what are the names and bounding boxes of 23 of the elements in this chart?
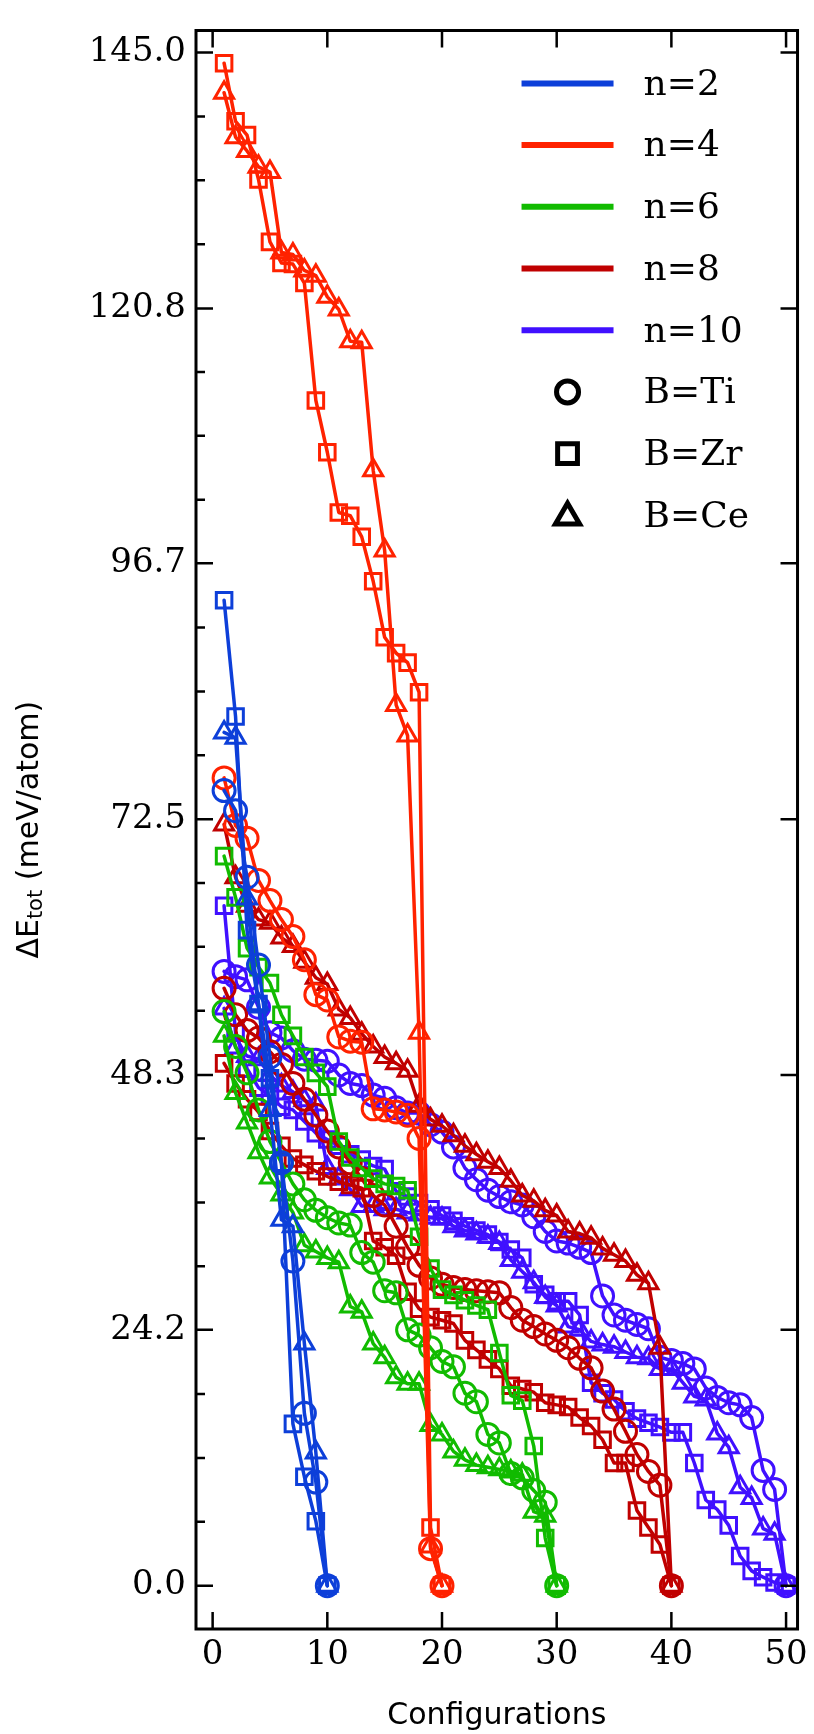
legend-label: B=Ce — [643, 493, 749, 535]
y-tick-label: 24.2 — [110, 1306, 186, 1347]
legend-label: B=Zr — [643, 431, 744, 473]
legend-label: B=Ti — [643, 370, 736, 412]
legend-label: n=4 — [643, 123, 720, 165]
x-tick-label: 20 — [420, 1632, 464, 1673]
x-tick-label: 0 — [201, 1632, 224, 1673]
legend-label: n=2 — [643, 61, 720, 103]
x-axis-title: Configurations — [387, 1695, 607, 1731]
y-tick-label: 0.0 — [131, 1562, 186, 1603]
y-axis-title: ΔEtot (meV/atom) — [9, 700, 48, 959]
y-tick-label: 96.7 — [110, 540, 186, 581]
x-tick-label: 30 — [535, 1632, 579, 1673]
y-tick-label: 72.5 — [110, 795, 186, 836]
x-tick-label: 10 — [305, 1632, 349, 1673]
legend-label: n=6 — [643, 185, 720, 227]
legend-label: n=10 — [643, 308, 743, 350]
x-tick-label: 50 — [764, 1632, 808, 1673]
legend-label: n=8 — [643, 246, 720, 288]
x-tick-label: 40 — [649, 1632, 694, 1673]
y-tick-label: 145.0 — [88, 29, 186, 70]
y-tick-label: 120.8 — [88, 285, 186, 326]
y-tick-label: 48.3 — [110, 1051, 186, 1092]
